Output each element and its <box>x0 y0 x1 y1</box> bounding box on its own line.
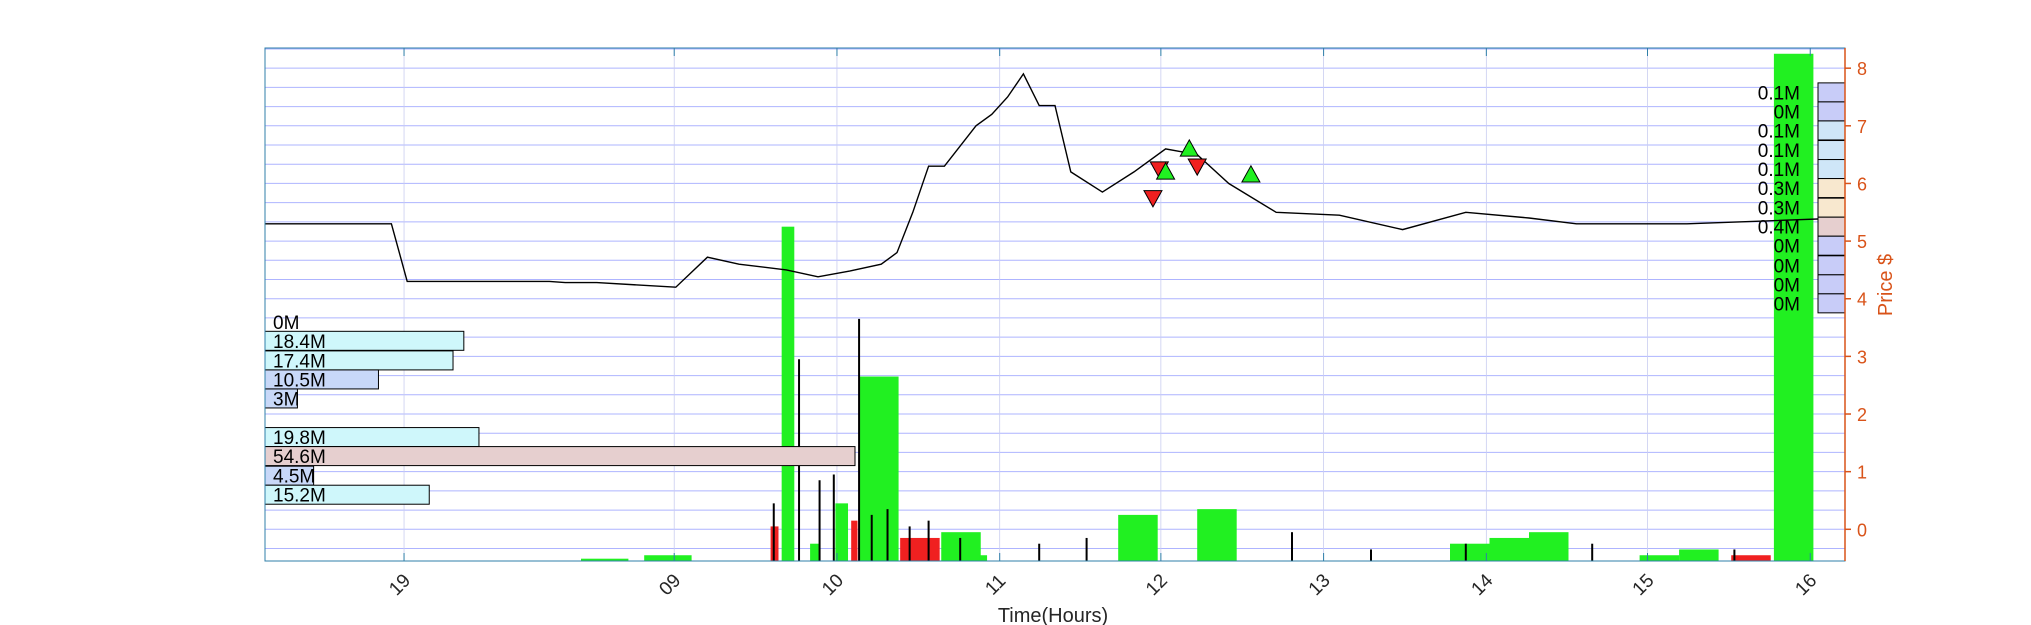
volume-bars <box>581 53 1814 562</box>
volume-profile-bar <box>1817 293 1846 314</box>
volume-bar <box>1639 555 1680 561</box>
volume-profile-label: 0.3M <box>1758 179 1800 200</box>
volume-bar <box>979 555 988 561</box>
volume-profile-label: 19.8M <box>273 428 326 449</box>
x-tick-label: 11 <box>981 571 1010 600</box>
y-tick-label: 3 <box>1857 347 1867 367</box>
volume-profile-label: 0M <box>1774 237 1800 258</box>
volume-bar <box>1197 509 1237 561</box>
y-axis-ticks: 0 1 2 3 4 5 6 7 8 <box>1845 59 1867 540</box>
horizontal-gridlines <box>265 48 1845 561</box>
volume-profile-bar <box>1817 216 1846 237</box>
volume-profile-label: 0M <box>1774 256 1800 277</box>
price-series <box>265 72 1846 288</box>
x-tick-label: 15 <box>1629 570 1659 600</box>
x-tick-label: 16 <box>1791 570 1821 600</box>
x-tick-label: 14 <box>1468 570 1498 600</box>
buy-marker <box>1155 161 1176 180</box>
volume-bar <box>1679 549 1719 561</box>
volume-profile-label: 0.1M <box>1758 160 1800 181</box>
volume-profile-label: 0.1M <box>1758 121 1800 142</box>
volume-bar <box>859 376 899 561</box>
volume-profile-bar <box>1817 235 1846 256</box>
x-tick-label: 09 <box>655 570 685 600</box>
x-axis-title: Time(Hours) <box>998 605 1108 625</box>
volume-bar <box>1118 514 1158 561</box>
volume-profile-bar <box>1817 82 1846 103</box>
volume-profile-label: 0.3M <box>1758 199 1800 220</box>
volume-profile-label: 18.4M <box>273 332 326 353</box>
volume-profile-bar <box>1817 101 1846 122</box>
y-tick-label: 1 <box>1857 463 1867 483</box>
y-axis-title: Price $ <box>1875 254 1897 316</box>
volume-profile-label: 4.5M <box>273 467 315 488</box>
volume-profile-label: 0.1M <box>1758 83 1800 104</box>
trade-markers <box>1143 138 1261 208</box>
volume-bar <box>900 537 940 561</box>
volume-profile-label: 17.4M <box>273 351 326 372</box>
volume-bar <box>1450 543 1490 561</box>
y-tick-label: 2 <box>1857 405 1867 425</box>
y-tick-label: 6 <box>1857 174 1867 194</box>
y-tick-label: 0 <box>1857 520 1867 540</box>
volume-profile-label: 0.1M <box>1758 141 1800 162</box>
volume-bar <box>781 226 795 561</box>
volume-bar <box>644 555 692 561</box>
buy-marker <box>1179 138 1200 157</box>
volume-profile-bar <box>1817 120 1846 141</box>
y-tick-label: 4 <box>1857 290 1867 310</box>
volume-bar <box>1529 532 1569 561</box>
volume-bar <box>581 558 629 561</box>
volume-bar <box>1773 53 1814 562</box>
y-tick-label: 7 <box>1857 117 1867 137</box>
price-line <box>265 72 1846 288</box>
x-tick-label: 12 <box>1142 570 1172 600</box>
volume-bar <box>810 543 820 561</box>
volume-bar <box>851 520 858 561</box>
buy-marker <box>1241 164 1261 183</box>
volume-profile-label: 3M <box>273 389 299 410</box>
volume-profile-label: 0M <box>1774 102 1800 123</box>
volume-profile-label: 0M <box>1774 294 1800 315</box>
volume-profile-bar <box>1817 274 1846 295</box>
volume-profile-label: 10.5M <box>273 370 326 391</box>
volume-bar <box>1731 555 1771 561</box>
volume-profile-label: 0.4M <box>1758 218 1800 239</box>
volume-bar <box>835 503 849 561</box>
x-axis-ticks: 19 09 10 11 12 13 14 15 16 <box>385 48 1821 600</box>
volume-profile-bar <box>264 446 856 467</box>
volume-profile-label: 0M <box>1774 275 1800 296</box>
y-tick-label: 5 <box>1857 232 1867 252</box>
sell-marker <box>1143 190 1163 208</box>
volume-bar <box>1489 537 1529 561</box>
volume-profile-bar <box>1817 197 1846 218</box>
volume-profile-label: 15.2M <box>273 486 326 507</box>
x-tick-label: 10 <box>818 570 848 600</box>
y-tick-label: 8 <box>1857 59 1867 79</box>
volume-profile-label: 0M <box>273 313 299 334</box>
x-tick-label: 13 <box>1305 570 1335 600</box>
volume-profile-bar <box>1817 178 1846 199</box>
volume-profile-bar <box>1817 255 1846 276</box>
volume-profile-bar <box>1817 159 1846 180</box>
volume-profile-bar <box>1817 140 1846 161</box>
volume-profile-label: 54.6M <box>273 447 326 468</box>
sell-marker <box>1187 158 1208 177</box>
plot-frame <box>264 47 1846 562</box>
x-tick-label: 19 <box>385 570 415 600</box>
